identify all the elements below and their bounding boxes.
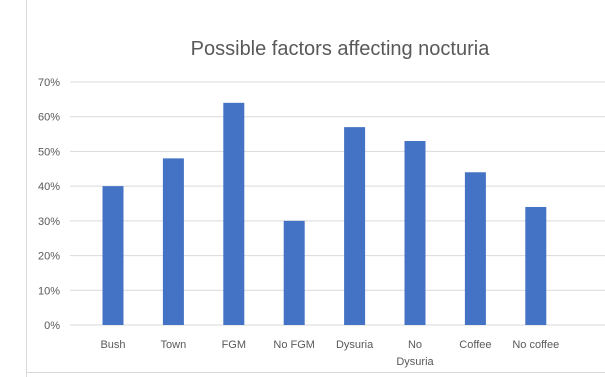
bar	[525, 206, 547, 325]
y-tick-label: 40%	[38, 181, 60, 193]
y-tick-label: 10%	[38, 285, 60, 297]
x-tick-label: Dysuria	[336, 339, 374, 351]
y-tick-label: 0%	[44, 320, 60, 332]
x-tick-label: No coffee	[512, 339, 559, 351]
bar	[464, 172, 486, 325]
bar	[102, 186, 124, 325]
chart-title: Possible factors affecting nocturia	[190, 38, 490, 60]
y-tick-label: 60%	[38, 112, 60, 124]
x-tick-label: Coffee	[459, 339, 491, 351]
bar	[404, 141, 426, 325]
bar	[283, 220, 305, 325]
y-tick-label: 50%	[38, 146, 60, 158]
bar	[223, 102, 245, 325]
chart-border-left	[26, 0, 27, 377]
x-tick-label: Bush	[100, 339, 125, 351]
chart-border-bottom	[26, 372, 605, 373]
x-tick-label: Town	[161, 339, 187, 351]
y-tick-label: 70%	[38, 77, 60, 89]
bar	[344, 127, 366, 325]
x-tick-label: No FGM	[273, 339, 315, 351]
y-tick-label: 30%	[38, 216, 60, 228]
bar	[162, 158, 184, 325]
x-tick-label: FGM	[222, 339, 246, 351]
x-tick-label: No Dysuria	[396, 339, 434, 368]
y-tick-label: 20%	[38, 251, 60, 263]
